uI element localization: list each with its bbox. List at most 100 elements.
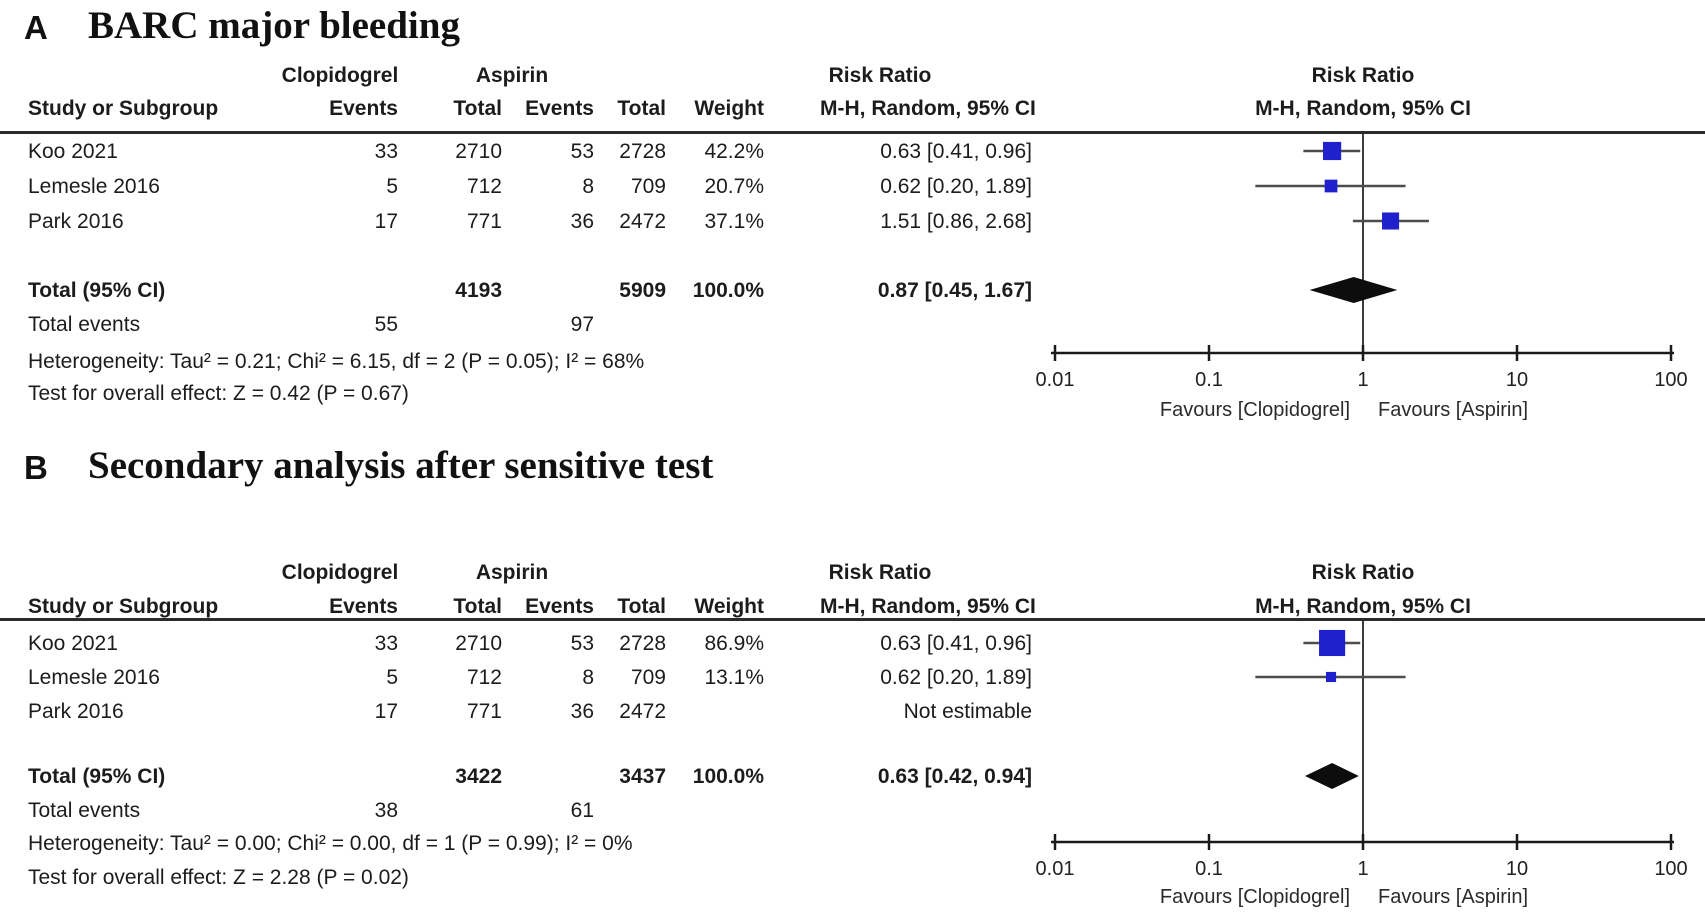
col-header-study: Study or Subgroup [28, 595, 219, 618]
plot-header-ci: M-H, Random, 95% CI [1255, 97, 1471, 120]
axis-tick-label: 1 [1357, 369, 1369, 391]
axis-tick-label: 0.1 [1195, 369, 1223, 391]
col-header-total-1: Total [453, 97, 502, 120]
axis-tick-label: 0.1 [1195, 858, 1223, 880]
total-n-treatment: 4193 [455, 279, 502, 302]
panel-b-letter: B [24, 449, 48, 486]
events-value: 17 [374, 700, 398, 723]
total-value: 2728 [619, 632, 666, 655]
study-name: Lemesle 2016 [28, 666, 160, 689]
group-header-clopidogrel: Clopidogrel [281, 561, 399, 584]
events-value: 53 [570, 140, 594, 163]
header-rule [0, 131, 1705, 134]
total-events-treatment: 38 [374, 799, 398, 822]
total-events-label: Total events [28, 799, 141, 822]
ci-value: 0.63 [0.41, 0.96] [880, 632, 1032, 655]
total-events-treatment: 55 [374, 313, 398, 336]
axis-tick-label: 1 [1357, 858, 1369, 880]
panel-a-title: BARC major bleeding [88, 4, 460, 47]
events-value: 36 [570, 700, 594, 723]
total-n-control: 3437 [619, 765, 666, 788]
group-header-aspirin: Aspirin [475, 64, 549, 87]
total-weight: 100.0% [692, 765, 764, 788]
total-n-control: 5909 [619, 279, 666, 302]
axis-tick-label: 100 [1654, 858, 1688, 880]
axis-tick-label: 100 [1654, 369, 1688, 391]
group-header-risk-ratio: Risk Ratio [828, 561, 932, 584]
events-value: 33 [374, 632, 398, 655]
heterogeneity-stats: Heterogeneity: Tau² = 0.21; Chi² = 6.15,… [28, 350, 645, 373]
col-header-events-2: Events [525, 97, 594, 120]
total-value: 712 [466, 175, 502, 198]
group-header-aspirin: Aspirin [475, 561, 549, 584]
axis-tick-label: 10 [1505, 858, 1529, 880]
weight-value [664, 700, 764, 723]
col-header-weight: Weight [694, 595, 764, 618]
col-header-total-2: Total [617, 97, 666, 120]
total-weight: 100.0% [692, 279, 764, 302]
total-value: 2472 [619, 210, 666, 233]
panel-a-letter: A [24, 9, 48, 46]
total-row-label: Total (95% CI) [28, 765, 166, 788]
col-header-events-1: Events [329, 97, 398, 120]
study-name: Lemesle 2016 [28, 175, 160, 198]
col-header-events-2: Events [525, 595, 594, 618]
col-header-total-1: Total [453, 595, 502, 618]
total-events-control: 97 [570, 313, 594, 336]
events-value: 53 [570, 632, 594, 655]
total-events-label: Total events [28, 313, 141, 336]
axis-tick-label: 0.01 [1035, 858, 1075, 880]
favours-left-label: Favours [Clopidogrel] [1159, 399, 1350, 421]
ci-value: 0.63 [0.41, 0.96] [880, 140, 1032, 163]
weight-value: 13.1% [704, 666, 764, 689]
favours-right-label: Favours [Aspirin] [1378, 886, 1529, 908]
header-rule [0, 618, 1705, 621]
effect-square [1319, 629, 1346, 657]
study-name: Park 2016 [28, 700, 124, 723]
effect-square [1323, 141, 1342, 161]
plot-header-risk-ratio: Risk Ratio [1311, 64, 1415, 87]
overall-effect-test: Test for overall effect: Z = 2.28 (P = 0… [28, 866, 409, 889]
total-value: 771 [466, 700, 502, 723]
events-value: 5 [386, 175, 398, 198]
effect-square [1325, 671, 1337, 683]
col-header-ci: M-H, Random, 95% CI [820, 97, 1036, 120]
events-value: 17 [374, 210, 398, 233]
effect-square [1382, 212, 1400, 230]
total-value: 2472 [619, 700, 666, 723]
events-value: 33 [374, 140, 398, 163]
total-ci: 0.87 [0.45, 1.67] [877, 279, 1032, 302]
total-value: 2728 [619, 140, 666, 163]
favours-right-label: Favours [Aspirin] [1378, 399, 1529, 421]
favours-left-label: Favours [Clopidogrel] [1159, 886, 1350, 908]
total-value: 712 [466, 666, 502, 689]
events-value: 5 [386, 666, 398, 689]
ci-value: 0.62 [0.20, 1.89] [880, 175, 1032, 198]
weight-value: 86.9% [704, 632, 764, 655]
heterogeneity-stats: Heterogeneity: Tau² = 0.00; Chi² = 0.00,… [28, 832, 633, 855]
total-row-label: Total (95% CI) [28, 279, 166, 302]
axis-tick-label: 10 [1505, 369, 1529, 391]
total-ci: 0.63 [0.42, 0.94] [877, 765, 1032, 788]
ci-value: Not estimable [903, 700, 1032, 723]
weight-value: 37.1% [704, 210, 764, 233]
ci-value: 0.62 [0.20, 1.89] [880, 666, 1032, 689]
ci-value: 1.51 [0.86, 2.68] [880, 210, 1032, 233]
study-name: Koo 2021 [28, 632, 118, 655]
col-header-weight: Weight [694, 97, 764, 120]
events-value: 36 [570, 210, 594, 233]
total-diamond [1309, 277, 1398, 303]
plot-header-ci: M-H, Random, 95% CI [1255, 595, 1471, 618]
total-value: 2710 [455, 632, 502, 655]
weight-value: 42.2% [704, 140, 764, 163]
weight-value: 20.7% [704, 175, 764, 198]
group-header-risk-ratio: Risk Ratio [828, 64, 932, 87]
total-events-control: 61 [570, 799, 594, 822]
panel-b-title: Secondary analysis after sensitive test [88, 444, 714, 487]
study-name: Koo 2021 [28, 140, 118, 163]
axis-tick-label: 0.01 [1035, 369, 1075, 391]
total-value: 709 [630, 666, 666, 689]
events-value: 8 [582, 666, 594, 689]
group-header-clopidogrel: Clopidogrel [281, 64, 399, 87]
plot-header-risk-ratio: Risk Ratio [1311, 561, 1415, 584]
